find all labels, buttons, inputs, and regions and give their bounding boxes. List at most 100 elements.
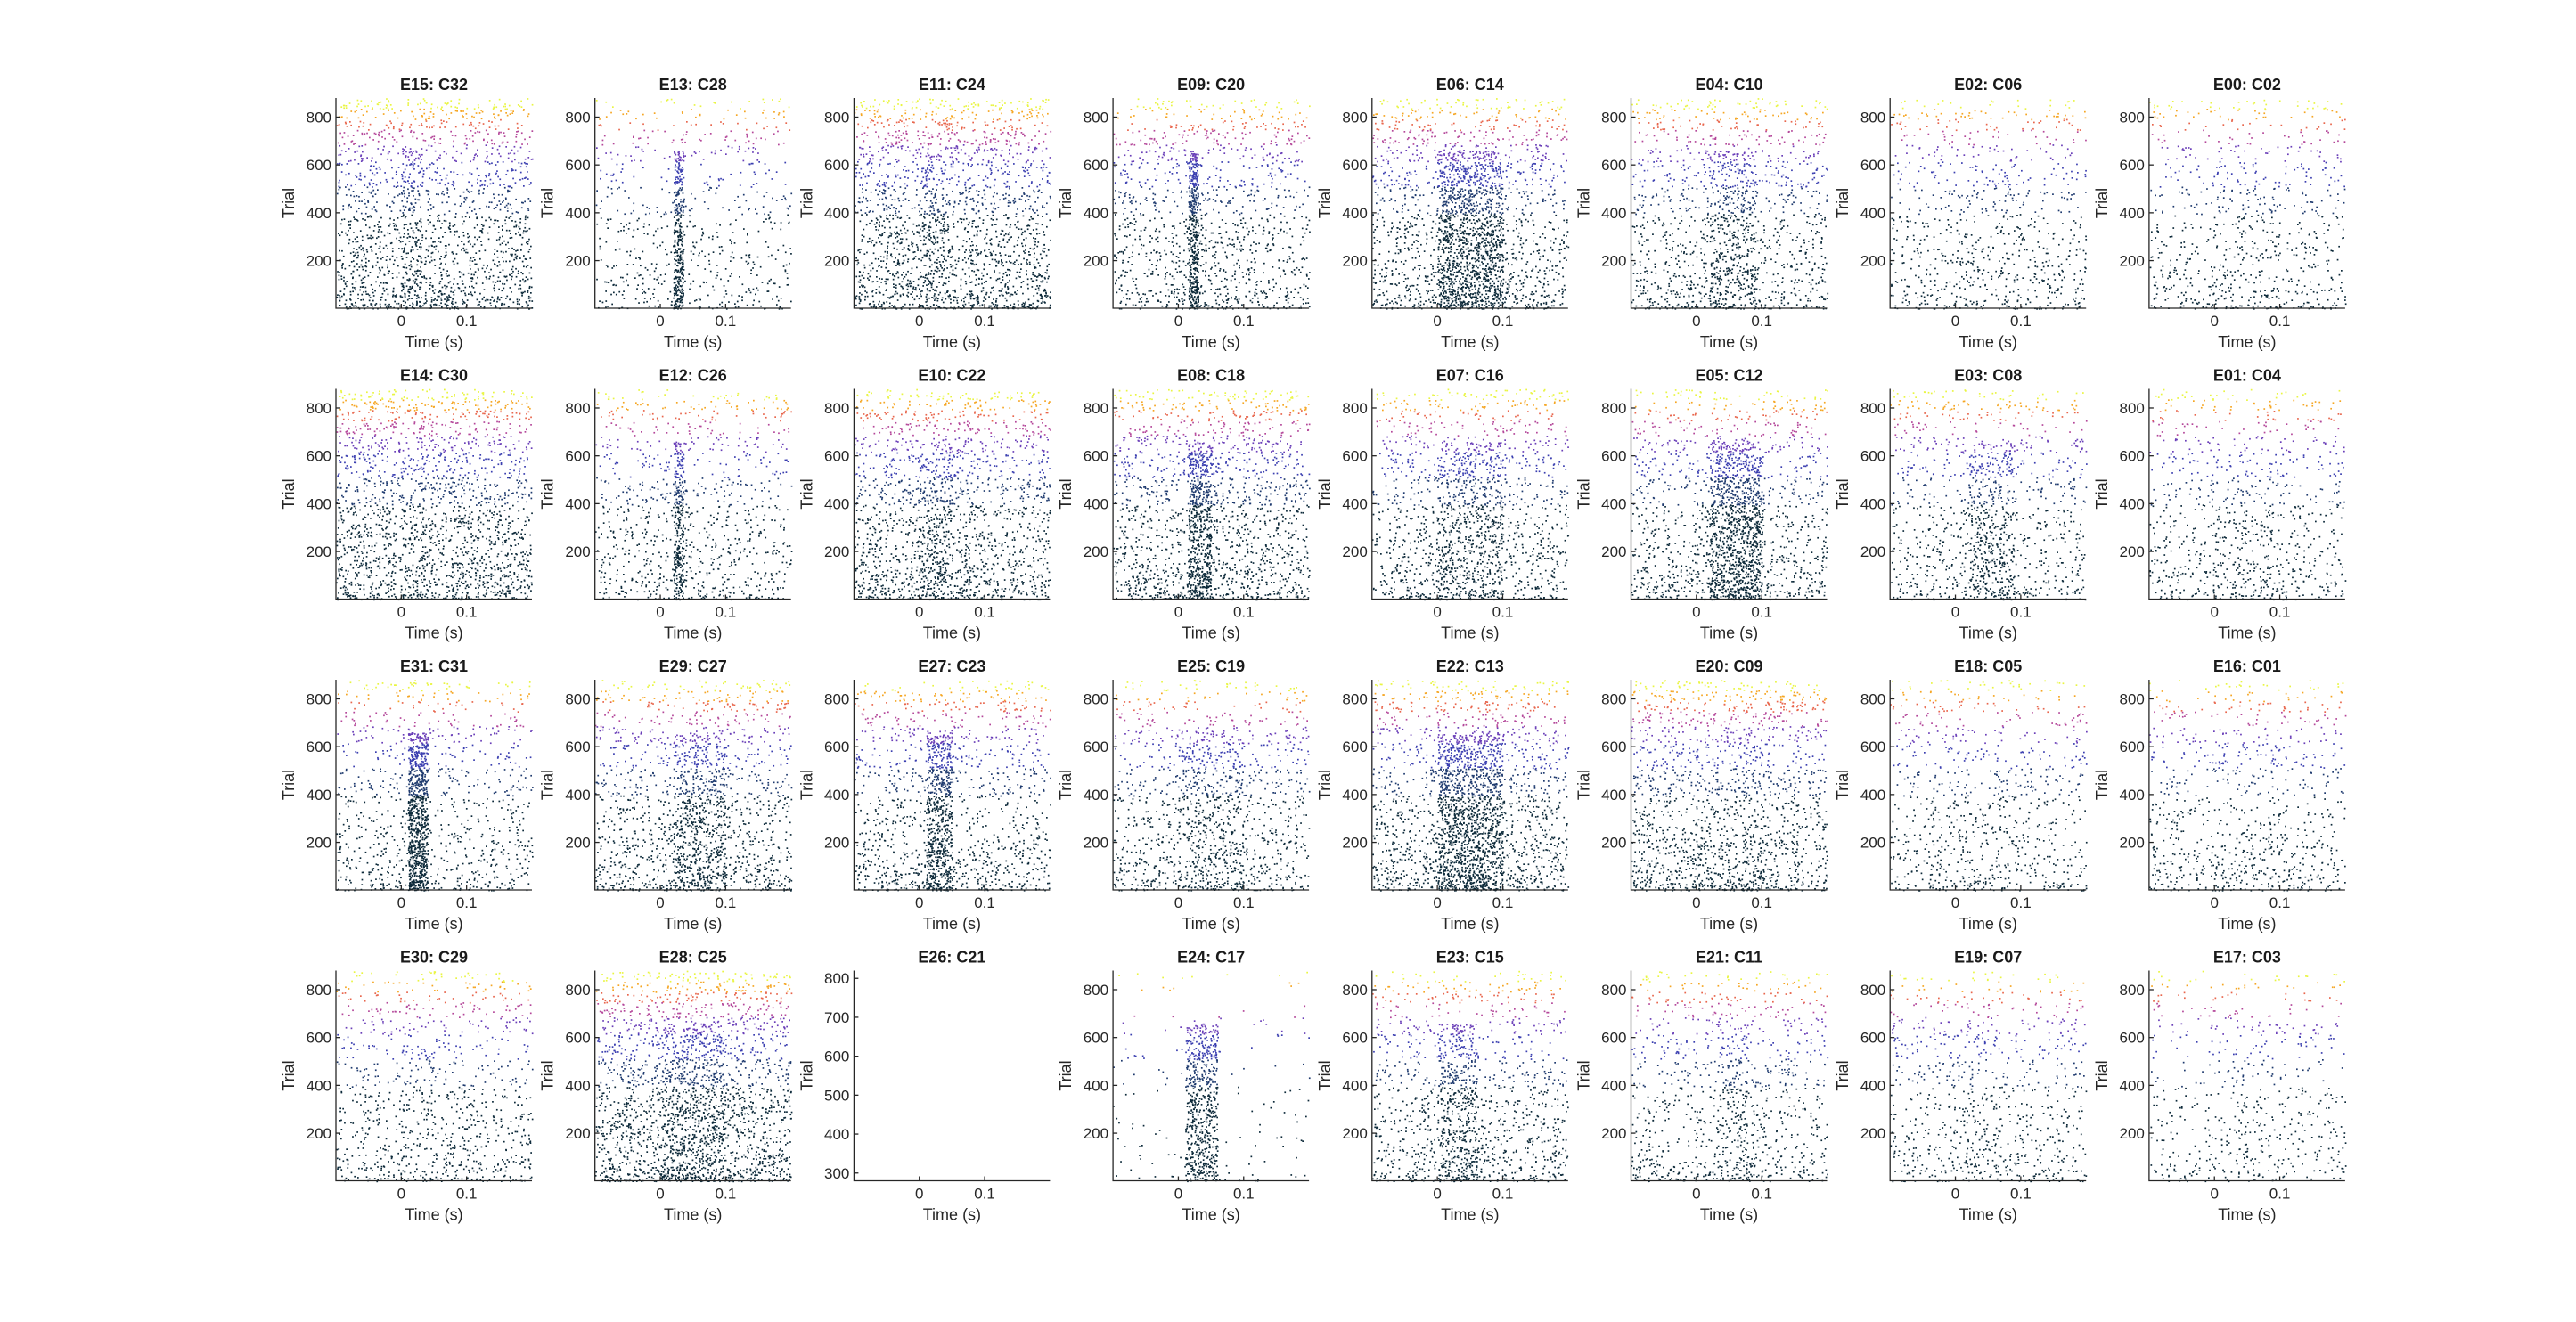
spike-point <box>958 257 960 259</box>
spike-point <box>681 233 683 234</box>
spike-point <box>862 106 863 108</box>
spike-point <box>977 201 979 203</box>
spike-point <box>995 105 997 107</box>
spike-point <box>365 258 367 260</box>
spike-point <box>1014 291 1016 293</box>
spike-point <box>678 193 680 195</box>
spike-point <box>519 257 521 259</box>
spike-point <box>451 112 453 114</box>
spike-point <box>498 133 500 135</box>
spike-point <box>682 142 683 143</box>
spike-point <box>1008 174 1010 175</box>
spike-point <box>991 254 993 256</box>
spike-point <box>478 175 480 176</box>
spike-point <box>1017 108 1018 110</box>
spike-point <box>863 197 864 199</box>
spike-point <box>515 182 517 184</box>
spike-point <box>998 207 1000 208</box>
spike-point <box>456 107 458 109</box>
spike-point <box>392 201 394 203</box>
spike-point <box>675 164 676 166</box>
spike-point <box>674 289 675 290</box>
spike-point <box>361 213 363 215</box>
spike-point <box>657 211 658 213</box>
spike-point <box>904 184 906 185</box>
spike-point <box>444 298 446 300</box>
spike-point <box>426 150 428 151</box>
spike-point <box>417 240 419 241</box>
spike-point <box>465 200 467 201</box>
spike-point <box>530 182 532 184</box>
spike-point <box>471 281 473 282</box>
spike-point <box>344 132 346 134</box>
spike-point <box>861 177 863 179</box>
spike-point <box>520 272 522 273</box>
spike-point <box>728 301 730 303</box>
spike-point <box>789 222 790 224</box>
spike-point <box>962 245 964 247</box>
spike-point <box>413 165 414 167</box>
spike-point <box>347 184 348 186</box>
spike-point <box>397 195 399 197</box>
spike-point <box>640 160 642 162</box>
spike-point <box>877 111 879 113</box>
spike-point <box>605 152 607 154</box>
spike-point <box>470 291 472 293</box>
spike-point <box>922 187 924 189</box>
spike-point <box>409 298 411 299</box>
spike-point <box>464 302 466 304</box>
spike-point <box>883 257 885 258</box>
spike-point <box>461 203 462 205</box>
spike-point <box>909 217 911 219</box>
spike-point <box>974 264 976 265</box>
spike-point <box>753 184 755 185</box>
spike-point <box>1028 306 1030 308</box>
spike-point <box>1049 172 1051 174</box>
spike-point <box>1006 224 1008 226</box>
spike-point <box>633 210 634 212</box>
spike-point <box>731 130 732 132</box>
spike-point <box>509 105 511 107</box>
spike-point <box>677 286 679 288</box>
spike-point <box>477 155 478 157</box>
spike-point <box>1036 279 1038 281</box>
spike-point <box>500 110 502 112</box>
spike-point <box>487 265 488 267</box>
spike-point <box>383 288 385 290</box>
spike-point <box>419 195 421 197</box>
spike-point <box>696 299 698 301</box>
spike-point <box>969 238 970 240</box>
spike-point <box>412 187 413 189</box>
spike-point <box>923 265 925 266</box>
spike-point <box>438 237 440 239</box>
spike-point <box>397 182 398 184</box>
spike-point <box>394 260 396 262</box>
spike-point <box>1026 259 1028 261</box>
spike-point <box>962 259 964 261</box>
spike-point <box>1039 184 1041 186</box>
spike-point <box>410 151 412 153</box>
spike-point <box>441 299 443 301</box>
spike-point <box>887 119 889 121</box>
spike-point <box>496 301 498 303</box>
spike-point <box>454 106 456 108</box>
spike-point <box>491 153 493 155</box>
spike-point <box>523 255 525 257</box>
spike-point <box>789 107 790 109</box>
spike-point <box>362 247 364 249</box>
spike-point <box>407 181 409 183</box>
spike-point <box>493 288 495 290</box>
spike-point <box>401 125 403 126</box>
spike-point <box>1030 98 1032 100</box>
spike-point <box>993 138 994 140</box>
spike-point <box>413 233 415 234</box>
spike-point <box>870 200 871 201</box>
spike-point <box>868 273 870 275</box>
spike-point <box>404 227 405 229</box>
spike-point <box>647 269 649 271</box>
spike-point <box>922 305 924 306</box>
spike-point <box>995 301 997 303</box>
spike-point <box>346 299 348 301</box>
spike-point <box>610 152 612 154</box>
spike-point <box>724 139 726 141</box>
